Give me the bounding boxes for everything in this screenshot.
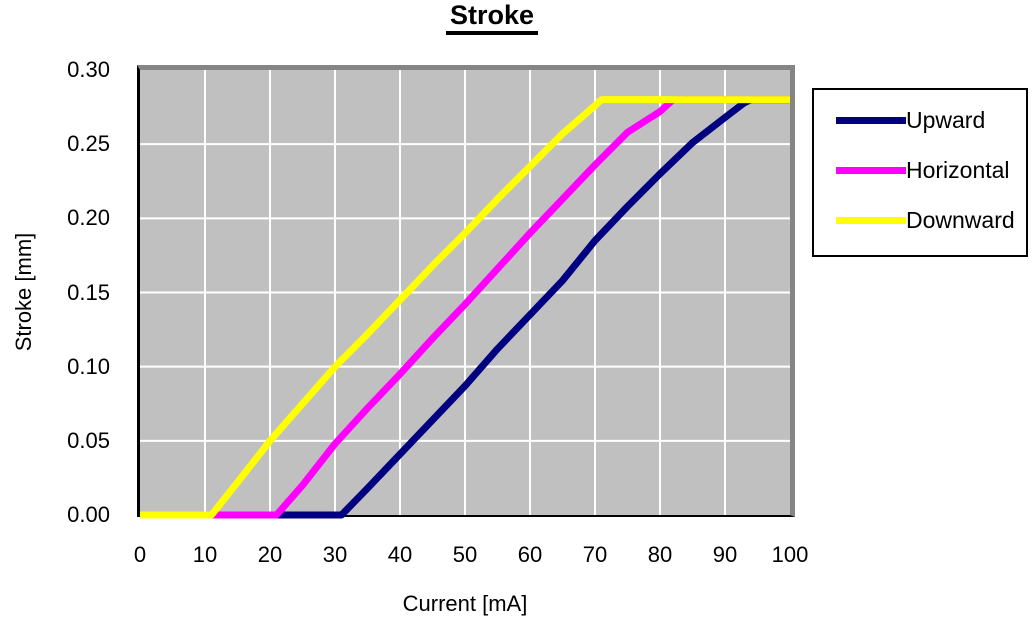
legend-label: Downward <box>906 206 1015 233</box>
chart-title-text: Stroke <box>445 0 539 35</box>
series-line-downward <box>140 96 790 519</box>
x-tick-label: 50 <box>452 542 478 567</box>
x-tick-label: 30 <box>322 542 348 567</box>
x-tick-label: 40 <box>387 542 413 567</box>
x-tick-label: 100 <box>771 542 809 567</box>
legend-item-upward: Upward <box>814 95 1026 145</box>
x-tick-label: 70 <box>582 542 608 567</box>
x-tick-label: 60 <box>517 542 543 567</box>
y-tick-label: 0.05 <box>67 427 110 453</box>
x-tick-label: 10 <box>192 542 218 567</box>
x-tick-label: 90 <box>712 542 738 567</box>
series-line-horizontal <box>140 96 790 519</box>
x-tick-label: 20 <box>257 542 283 567</box>
x-axis-title: Current [mA] <box>402 591 528 616</box>
plot-area <box>137 65 795 519</box>
gridlines <box>140 70 790 515</box>
chart-title: Stroke <box>137 0 847 35</box>
legend-item-horizontal: Horizontal <box>814 145 1026 195</box>
x-tick-label: 0 <box>133 542 147 567</box>
legend-item-downward: Downward <box>814 195 1026 245</box>
series-line-upward <box>140 96 790 519</box>
y-tick-label: 0.10 <box>67 353 110 379</box>
y-tick-label: 0.25 <box>67 131 110 157</box>
y-tick-label: 0.20 <box>67 205 110 231</box>
y-tick-label: 0.30 <box>67 57 110 82</box>
legend-swatch-downward <box>836 216 906 224</box>
y-axis-title: Stroke [mm] <box>11 232 36 352</box>
chart-canvas <box>140 70 790 519</box>
legend-label: Upward <box>906 106 986 133</box>
legend-swatch-horizontal <box>836 166 906 174</box>
y-tick-label: 0.00 <box>67 502 110 527</box>
legend-swatch-upward <box>836 116 906 124</box>
legend-label: Horizontal <box>906 156 1010 183</box>
x-tick-label: 80 <box>647 542 673 567</box>
y-tick-label: 0.15 <box>67 279 110 305</box>
legend: Upward Horizontal Downward <box>812 88 1028 257</box>
